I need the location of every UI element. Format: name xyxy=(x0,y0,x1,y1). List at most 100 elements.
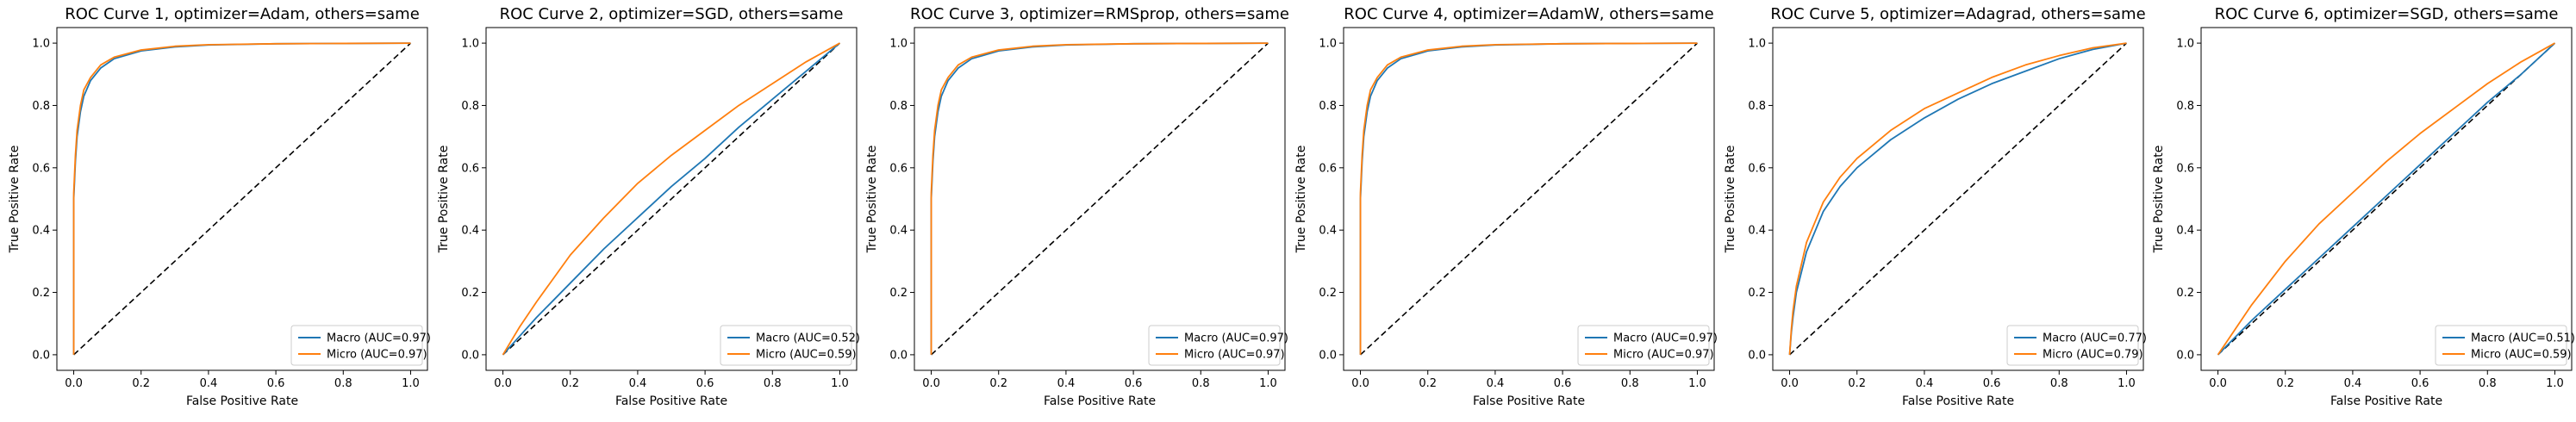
x-tick-label: 1.0 xyxy=(402,377,420,390)
legend-box xyxy=(720,325,852,366)
x-tick-label: 0.8 xyxy=(2050,377,2068,390)
y-tick-label: 0.0 xyxy=(889,349,908,362)
x-tick-label: 0.6 xyxy=(2411,377,2429,390)
y-tick-label: 0.2 xyxy=(2176,287,2194,300)
legend: Macro (AUC=0.51) Micro (AUC=0.59) xyxy=(2435,325,2575,366)
y-tick-label: 0.8 xyxy=(32,100,50,113)
legend-entry-label: Macro (AUC=0.52) xyxy=(756,332,860,345)
legend-entry-label: Macro (AUC=0.77) xyxy=(2043,332,2147,345)
macro-roc-line xyxy=(1788,42,2127,355)
x-tick-label: 0.2 xyxy=(2276,377,2294,390)
y-tick-label: 0.0 xyxy=(461,349,479,362)
legend-box xyxy=(1577,325,1710,366)
legend-box xyxy=(290,325,423,366)
y-tick-label: 0.8 xyxy=(461,100,479,113)
legend-box xyxy=(2435,325,2567,366)
x-tick-label: 0.4 xyxy=(1916,377,1934,390)
x-tick-label: 0.4 xyxy=(2344,377,2362,390)
x-tick-label: 1.0 xyxy=(2546,377,2564,390)
y-tick-label: 0.2 xyxy=(1748,287,1766,300)
legend-entry-label: Micro (AUC=0.97) xyxy=(327,349,427,362)
x-tick-label: 0.8 xyxy=(334,377,352,390)
chart-title: ROC Curve 6, optimizer=SGD, others=same xyxy=(2215,5,2559,23)
roc-chart-5: ROC Curve 5, optimizer=Adagrad, others=s… xyxy=(1724,5,2147,408)
micro-roc-line xyxy=(2217,42,2555,356)
axes-frame xyxy=(2200,27,2573,371)
legend-entry-label: Macro (AUC=0.97) xyxy=(327,332,431,345)
x-tick-label: 0.6 xyxy=(696,377,714,390)
axes-frame xyxy=(485,27,858,371)
axes-frame xyxy=(56,27,428,371)
x-tick-label: 0.0 xyxy=(1351,377,1369,390)
roc-chart-1: ROC Curve 1, optimizer=Adam, others=same… xyxy=(8,5,431,408)
x-axis-label: False Positive Rate xyxy=(1044,394,1156,408)
y-tick-label: 0.4 xyxy=(1748,225,1766,238)
x-tick-label: 0.8 xyxy=(2479,377,2497,390)
x-tick-label: 1.0 xyxy=(1259,377,1277,390)
y-tick-label: 0.2 xyxy=(461,287,479,300)
roc-chart-2: ROC Curve 2, optimizer=SGD, others=same 0… xyxy=(437,5,860,408)
x-tick-label: 0.0 xyxy=(922,377,940,390)
micro-roc-line xyxy=(72,42,411,355)
chance-diagonal-line xyxy=(2217,42,2555,356)
y-tick-label: 0.2 xyxy=(1319,287,1337,300)
micro-roc-line xyxy=(930,42,1269,355)
x-tick-label: 1.0 xyxy=(1688,377,1706,390)
x-axis-label: False Positive Rate xyxy=(615,394,727,408)
y-tick-label: 0.6 xyxy=(1319,162,1337,175)
y-tick-label: 0.6 xyxy=(889,162,908,175)
x-tick-label: 0.4 xyxy=(1057,377,1076,390)
legend-entry-label: Micro (AUC=0.59) xyxy=(756,349,857,362)
legend: Macro (AUC=0.52) Micro (AUC=0.59) xyxy=(720,325,860,366)
x-axis-label: False Positive Rate xyxy=(186,394,298,408)
macro-roc-line xyxy=(2217,42,2556,356)
y-axis-label: True Positive Rate xyxy=(1294,146,1308,254)
chance-diagonal-line xyxy=(1789,42,2127,356)
y-tick-label: 0.0 xyxy=(2176,349,2194,362)
chart-title: ROC Curve 2, optimizer=SGD, others=same xyxy=(500,5,844,23)
y-tick-label: 0.8 xyxy=(2176,100,2194,113)
x-tick-label: 0.4 xyxy=(629,377,647,390)
y-tick-label: 0.4 xyxy=(2176,225,2194,238)
y-tick-label: 0.2 xyxy=(889,287,908,300)
chance-diagonal-line xyxy=(1360,42,1698,356)
x-tick-label: 1.0 xyxy=(831,377,849,390)
chart-title: ROC Curve 4, optimizer=AdamW, others=sam… xyxy=(1344,5,1713,23)
legend-entry-label: Micro (AUC=0.59) xyxy=(2471,349,2572,362)
chance-diagonal-line xyxy=(502,42,840,356)
legend-entry-label: Micro (AUC=0.97) xyxy=(1184,349,1285,362)
x-tick-label: 0.0 xyxy=(65,377,83,390)
y-tick-label: 0.8 xyxy=(1748,100,1766,113)
y-axis-label: True Positive Rate xyxy=(2152,146,2166,254)
legend: Macro (AUC=0.97) Micro (AUC=0.97) xyxy=(290,325,431,366)
chart-title: ROC Curve 3, optimizer=RMSprop, others=s… xyxy=(910,5,1289,23)
legend-entry-label: Macro (AUC=0.97) xyxy=(1184,332,1288,345)
micro-roc-line xyxy=(1788,42,2127,355)
y-axis-label: True Positive Rate xyxy=(1724,146,1737,254)
y-tick-label: 0.0 xyxy=(1748,349,1766,362)
x-tick-label: 0.2 xyxy=(1419,377,1437,390)
y-tick-label: 0.6 xyxy=(2176,162,2194,175)
x-axis-label: False Positive Rate xyxy=(1473,394,1585,408)
y-tick-label: 1.0 xyxy=(889,38,908,51)
y-tick-label: 0.6 xyxy=(461,162,479,175)
x-tick-label: 0.6 xyxy=(1125,377,1143,390)
y-tick-label: 0.4 xyxy=(32,225,50,238)
x-tick-label: 0.4 xyxy=(200,377,218,390)
y-axis-label: True Positive Rate xyxy=(865,146,879,254)
x-tick-label: 0.8 xyxy=(1192,377,1210,390)
x-tick-label: 0.2 xyxy=(1848,377,1866,390)
chance-diagonal-line xyxy=(73,42,411,356)
y-tick-label: 0.4 xyxy=(889,225,908,238)
chart-title: ROC Curve 1, optimizer=Adam, others=same xyxy=(65,5,420,23)
axes-frame xyxy=(1343,27,1715,371)
legend-box xyxy=(2006,325,2139,366)
legend-entry-label: Macro (AUC=0.97) xyxy=(1613,332,1718,345)
chance-diagonal-line xyxy=(931,42,1269,356)
chart-title: ROC Curve 5, optimizer=Adagrad, others=s… xyxy=(1770,5,2145,23)
x-tick-label: 0.8 xyxy=(1621,377,1639,390)
x-tick-label: 0.0 xyxy=(1781,377,1799,390)
x-tick-label: 0.6 xyxy=(1983,377,2001,390)
